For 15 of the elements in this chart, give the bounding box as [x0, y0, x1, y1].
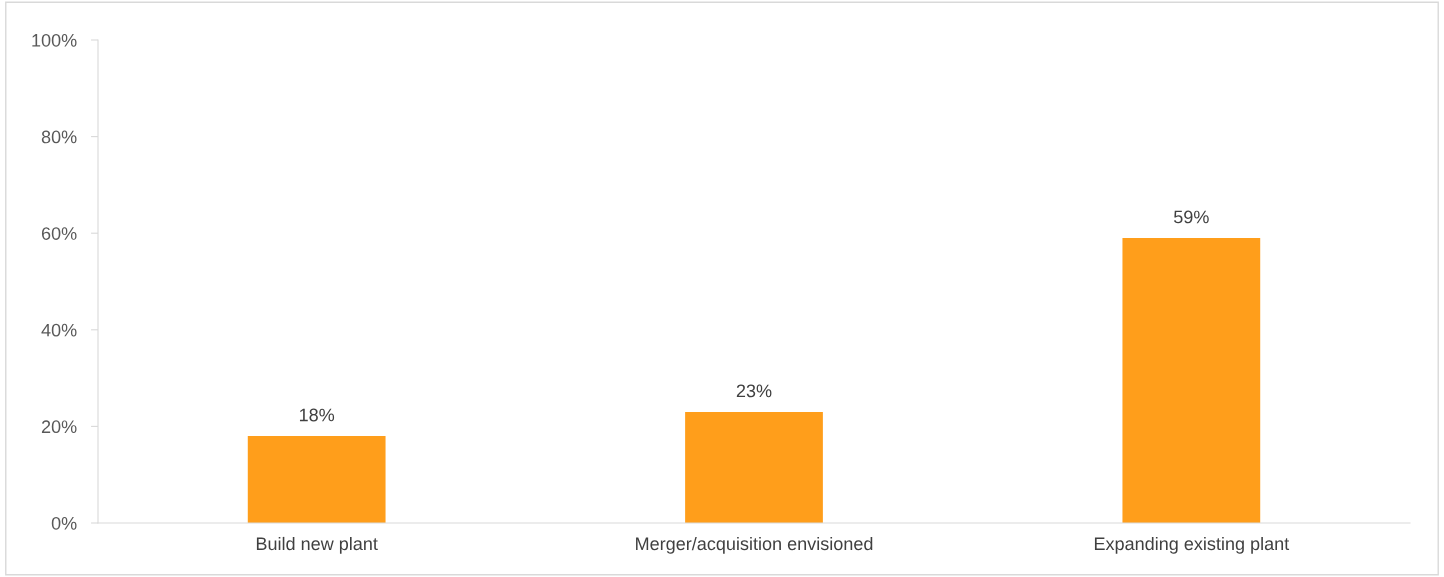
- y-tick-label: 20%: [41, 420, 77, 434]
- bar: [1122, 238, 1261, 523]
- x-tick-label: Merger/acquisition envisioned: [636, 536, 873, 554]
- bar: [247, 436, 386, 523]
- y-tick-label: 100%: [32, 33, 77, 47]
- data-label: 18%: [299, 408, 335, 422]
- data-label: 59%: [1173, 210, 1209, 224]
- data-label: 23%: [736, 384, 772, 398]
- x-tick-label: Build new plant: [256, 536, 378, 554]
- x-tick-label: Expanding existing plant: [1094, 536, 1290, 554]
- y-tick-label: 40%: [41, 323, 77, 337]
- y-tick-label: 60%: [41, 227, 77, 240]
- y-tick-label: 80%: [41, 130, 77, 144]
- bar: [685, 411, 823, 523]
- y-tick-label: 0%: [51, 516, 77, 530]
